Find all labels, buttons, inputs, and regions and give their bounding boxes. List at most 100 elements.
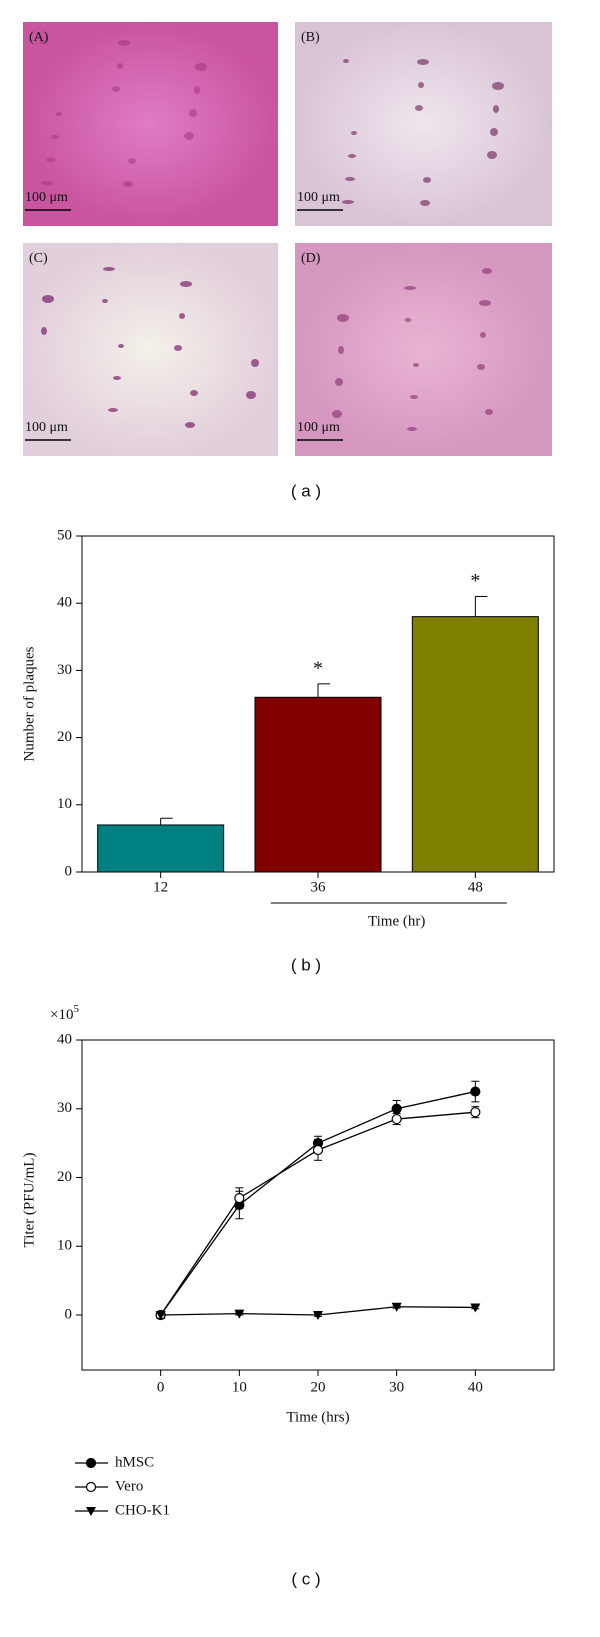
- y-tick-label: 10: [57, 796, 72, 812]
- series-line: [160, 1090, 476, 1316]
- x-tick-label: 40: [468, 1379, 483, 1395]
- scale-label: 100 μm: [297, 190, 340, 205]
- cell: [56, 112, 62, 116]
- marker: [312, 1144, 324, 1156]
- cell: [102, 299, 108, 303]
- cell: [190, 390, 198, 396]
- cell: [405, 318, 411, 322]
- marker: [391, 1302, 402, 1312]
- cell: [492, 82, 504, 90]
- plot-frame: [81, 1039, 555, 1371]
- cell: [180, 281, 192, 287]
- cell: [485, 409, 493, 415]
- cell: [112, 86, 120, 92]
- x-axis-title: Time (hrs): [286, 1409, 349, 1425]
- cell: [332, 410, 342, 418]
- y-tick-label: 0: [65, 1306, 73, 1322]
- cell: [51, 135, 59, 139]
- scale-label: 100 μm: [25, 420, 68, 435]
- cell: [413, 363, 419, 367]
- legend-marker: [85, 1481, 97, 1493]
- cell: [113, 376, 121, 380]
- panel-label: (A): [29, 30, 49, 45]
- x-tick-label: 30: [389, 1379, 404, 1395]
- marker: [234, 1309, 245, 1319]
- cell: [123, 181, 133, 187]
- marker: [234, 1193, 245, 1204]
- cell: [415, 105, 423, 111]
- y-tick-label: 20: [57, 1169, 72, 1185]
- significance: *: [313, 657, 323, 679]
- x-axis-title: Time (hr): [368, 913, 425, 929]
- legend-marker: [86, 1507, 96, 1516]
- cell: [118, 344, 124, 348]
- cell: [351, 131, 357, 135]
- x-tick-label: 48: [468, 879, 483, 895]
- cell: [493, 105, 499, 113]
- x-tick-label: 10: [232, 1379, 247, 1395]
- caption: ( b ): [291, 955, 321, 974]
- cell: [417, 59, 429, 65]
- cell: [335, 378, 343, 386]
- bar: [411, 616, 539, 873]
- cell: [41, 327, 47, 335]
- panel-label: (C): [29, 251, 48, 266]
- x-tick-label: 20: [311, 1379, 326, 1395]
- cell: [342, 200, 354, 204]
- cell: [118, 40, 130, 46]
- cell: [407, 427, 417, 431]
- cell: [41, 181, 53, 185]
- x-tick-label: 0: [157, 1379, 165, 1395]
- cell: [479, 300, 491, 306]
- y-tick-label: 50: [57, 527, 72, 543]
- cell: [477, 364, 485, 370]
- cell: [195, 63, 207, 71]
- y-tick-label: 20: [57, 729, 72, 745]
- y-tick-label: 10: [57, 1238, 72, 1254]
- cell: [185, 422, 195, 428]
- legend-marker: [85, 1457, 97, 1469]
- x-tick-label: 36: [311, 879, 327, 895]
- cell: [480, 332, 486, 338]
- cell: [423, 177, 431, 183]
- y-axis-title: Titer (PFU/mL): [21, 1153, 37, 1248]
- cell: [337, 314, 349, 322]
- x-tick-label: 12: [153, 879, 168, 895]
- micrograph: [23, 243, 278, 456]
- marker: [391, 1103, 402, 1114]
- marker: [470, 1086, 481, 1097]
- cell: [338, 346, 344, 354]
- panel-label: (B): [301, 30, 320, 45]
- micrograph: [295, 22, 552, 226]
- cell: [128, 158, 136, 164]
- caption: ( a ): [291, 481, 321, 500]
- marker: [470, 1107, 481, 1118]
- legend-label: hMSC: [115, 1454, 154, 1470]
- scale-label: 100 μm: [25, 190, 68, 205]
- cell: [174, 345, 182, 351]
- cell: [345, 177, 355, 181]
- cell: [490, 128, 498, 136]
- cell: [482, 268, 492, 274]
- cell: [348, 154, 356, 158]
- cell: [42, 295, 54, 303]
- marker: [470, 1303, 481, 1313]
- y-tick-label: 0: [65, 863, 73, 879]
- y-multiplier: ×105: [50, 1003, 79, 1024]
- cell: [343, 59, 349, 63]
- scale-label: 100 μm: [297, 420, 340, 435]
- micrograph: [23, 22, 278, 226]
- caption: ( c ): [291, 1569, 320, 1588]
- legend-label: CHO-K1: [115, 1502, 170, 1518]
- legend-label: Vero: [115, 1478, 143, 1494]
- cell: [189, 109, 197, 117]
- cell: [46, 158, 56, 162]
- cell: [194, 86, 200, 94]
- marker: [313, 1311, 323, 1320]
- cell: [184, 132, 194, 140]
- cell: [420, 200, 430, 206]
- y-tick-label: 30: [57, 662, 72, 678]
- cell: [179, 313, 185, 319]
- cell: [117, 63, 123, 69]
